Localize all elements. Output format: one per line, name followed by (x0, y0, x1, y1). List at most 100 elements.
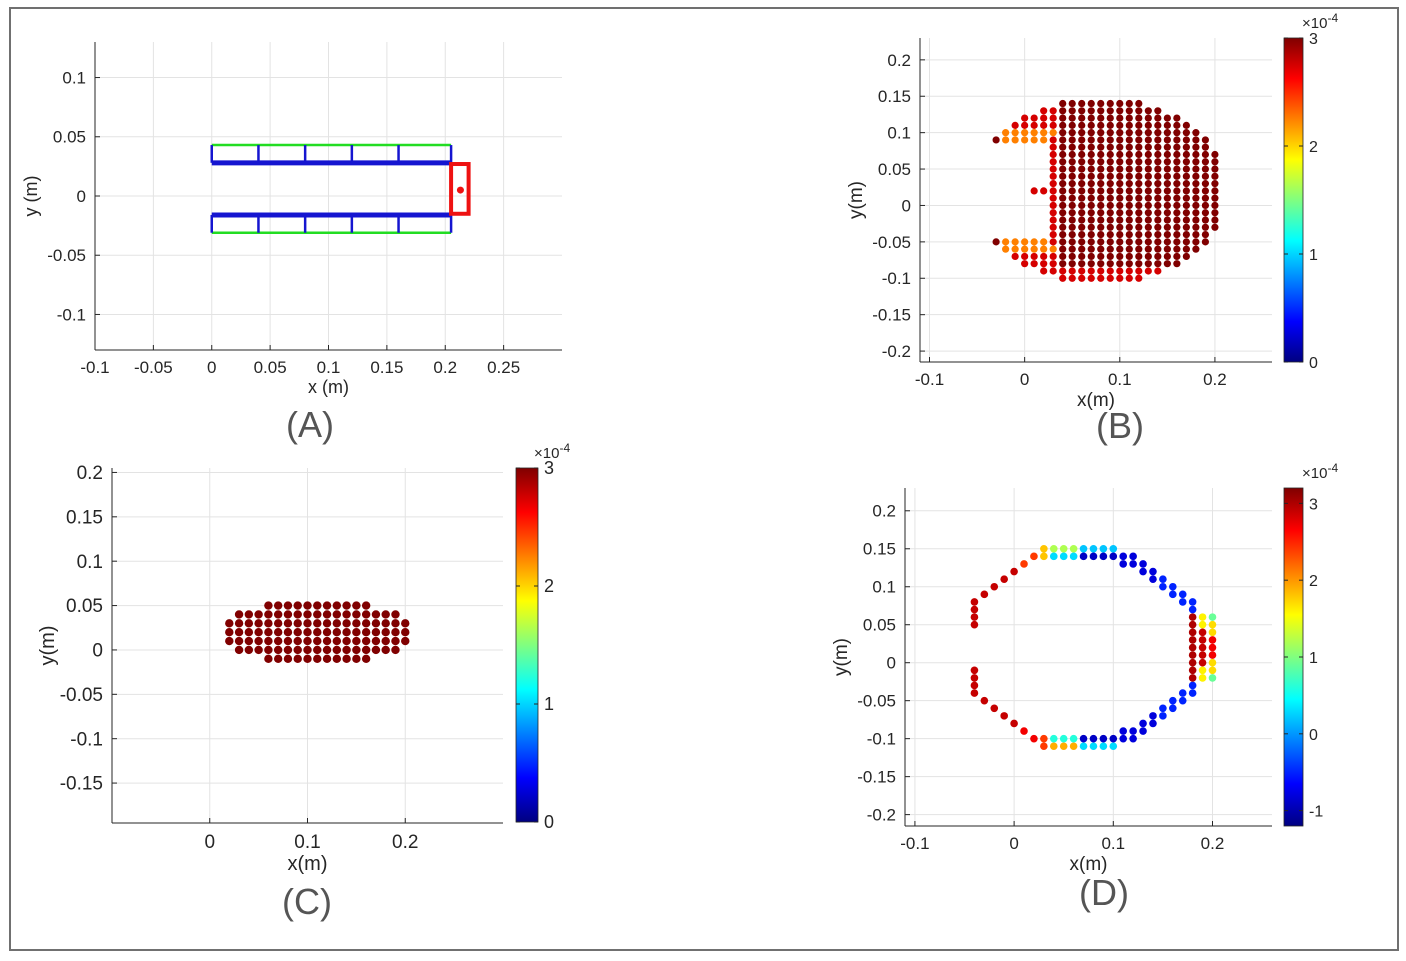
x-axis-label: x(m) (1077, 390, 1115, 411)
data-point (254, 627, 263, 637)
data-point (1149, 567, 1157, 576)
colorbar-tick-label: 2 (1309, 573, 1318, 590)
data-point (1106, 252, 1114, 261)
data-point (1068, 114, 1076, 122)
data-point (1192, 165, 1200, 173)
data-point (1125, 99, 1133, 108)
data-point (1135, 230, 1143, 239)
data-point (1049, 734, 1058, 743)
data-point (1125, 143, 1133, 151)
data-point (1163, 121, 1171, 129)
data-point (1163, 129, 1171, 137)
data-point (1049, 150, 1057, 159)
data-point (1068, 172, 1076, 180)
data-point (1097, 158, 1105, 166)
data-point (381, 645, 390, 655)
data-point (1087, 267, 1095, 275)
data-point (1030, 260, 1038, 268)
colorbar-tick-label: 3 (544, 458, 554, 478)
data-point (1049, 180, 1057, 188)
data-point (234, 645, 244, 655)
data-point (1163, 187, 1171, 195)
data-point (1116, 216, 1124, 224)
data-point (980, 696, 989, 705)
data-point (352, 654, 361, 664)
data-point (1087, 121, 1095, 129)
data-point (1106, 172, 1114, 180)
data-point (332, 654, 342, 664)
data-point (1068, 180, 1076, 188)
data-point (1116, 209, 1124, 217)
data-point (1068, 99, 1076, 108)
data-point (1201, 165, 1210, 173)
data-point (1192, 223, 1200, 231)
data-point (1049, 187, 1057, 195)
data-point (1106, 194, 1114, 202)
data-point (1144, 187, 1152, 195)
y-tick-label: 0.2 (872, 502, 896, 521)
data-point (313, 636, 322, 646)
data-point (1135, 187, 1143, 195)
x-tick-label: 0 (207, 358, 216, 377)
data-point (352, 619, 361, 628)
data-point (1182, 209, 1190, 217)
data-point (1078, 230, 1086, 239)
data-point (1144, 267, 1152, 275)
data-point (1097, 216, 1105, 224)
data-point (1173, 143, 1181, 151)
x-tick-label: 0.25 (487, 358, 520, 377)
data-point (1144, 238, 1152, 246)
data-point (1087, 158, 1095, 166)
data-point (1116, 158, 1124, 166)
data-point (1089, 734, 1098, 743)
data-point (1021, 245, 1029, 253)
data-point (1089, 544, 1098, 553)
data-point (1116, 230, 1124, 239)
data-point (1149, 712, 1157, 720)
data-point (391, 610, 400, 619)
data-point (1099, 544, 1108, 553)
data-point (1087, 180, 1095, 188)
data-point (1116, 194, 1124, 202)
y-tick-label: -0.05 (60, 685, 103, 706)
data-point (1106, 180, 1114, 188)
data-point (1030, 245, 1038, 253)
data-point (1106, 99, 1114, 108)
data-point (1188, 613, 1197, 621)
data-point (1163, 165, 1171, 173)
data-point (1154, 158, 1162, 166)
data-point (293, 654, 302, 664)
data-point (1139, 567, 1147, 576)
data-point (1087, 194, 1095, 202)
data-point (1097, 252, 1105, 261)
data-point (970, 674, 979, 682)
data-point (1192, 238, 1200, 246)
data-point (361, 610, 371, 619)
data-point (1144, 209, 1152, 217)
data-point (1188, 628, 1197, 637)
data-point (1169, 590, 1177, 599)
data-point (234, 619, 244, 628)
data-point (1049, 172, 1057, 180)
data-point (1097, 245, 1105, 253)
data-point (342, 636, 351, 646)
data-point (1159, 582, 1167, 591)
data-point (1192, 129, 1200, 137)
data-point (313, 645, 322, 655)
data-point (1154, 245, 1162, 253)
data-point (352, 645, 361, 655)
data-point (1135, 136, 1143, 144)
data-point (1201, 150, 1210, 159)
data-point (1010, 567, 1018, 576)
data-point (1078, 252, 1086, 261)
data-point (1021, 129, 1029, 137)
data-point (1116, 129, 1124, 137)
data-point (1097, 99, 1105, 108)
data-point (1129, 734, 1137, 743)
data-point (1208, 666, 1217, 675)
data-point (283, 627, 293, 637)
data-point (303, 636, 312, 646)
data-point (1188, 605, 1197, 614)
data-point (1040, 260, 1048, 268)
data-point (1144, 114, 1152, 122)
